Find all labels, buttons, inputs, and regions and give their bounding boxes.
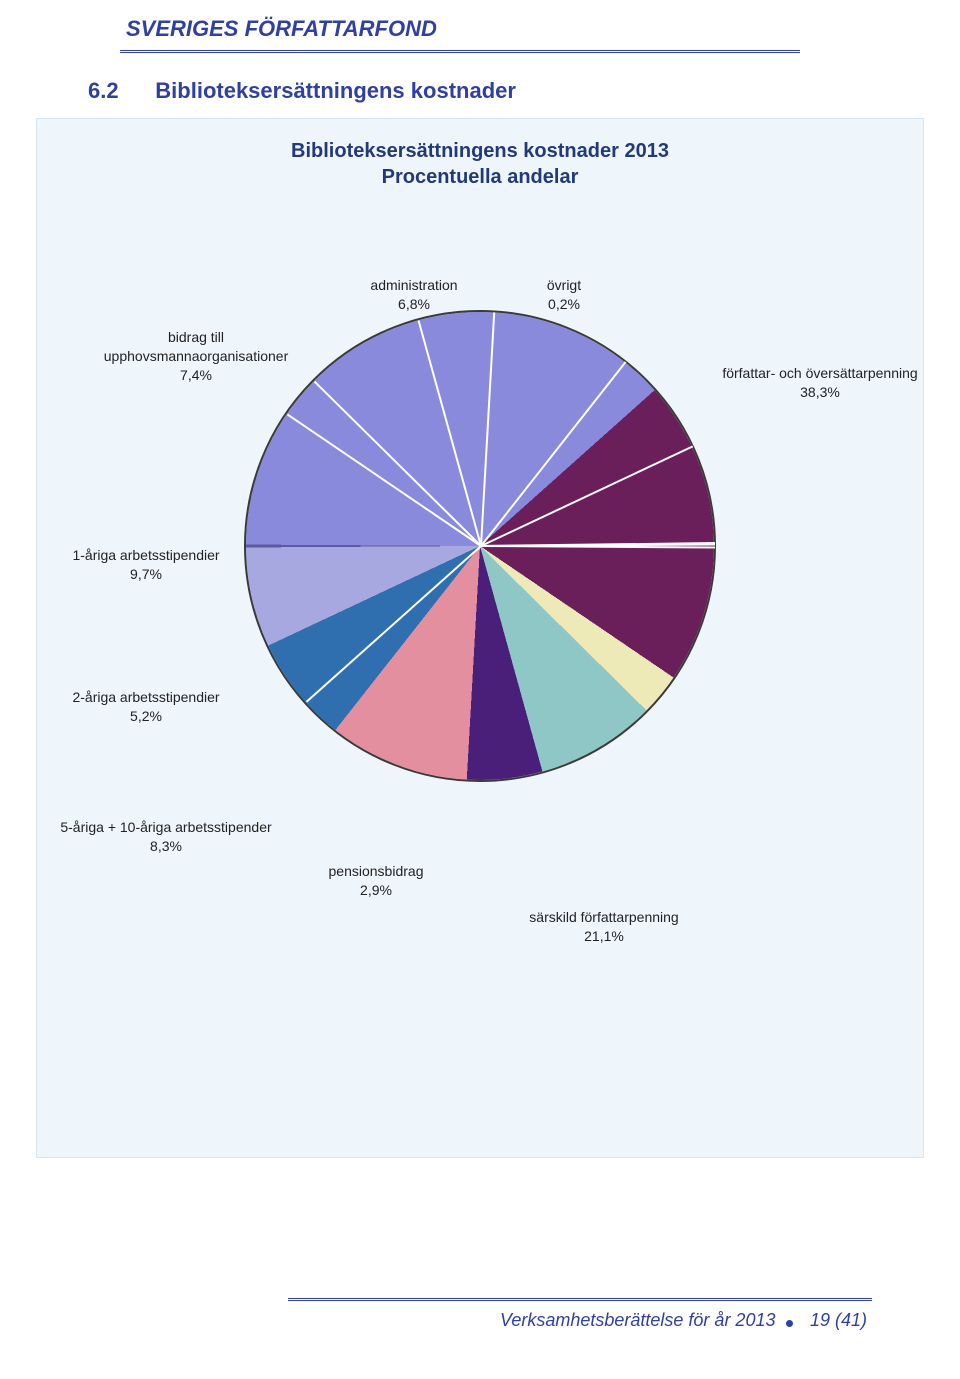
section-title-text: Biblioteksersättningens kostnader bbox=[155, 78, 516, 103]
footer-bullet-icon bbox=[786, 1320, 793, 1327]
footer-rule-2 bbox=[288, 1300, 872, 1301]
label-ett: 1-åriga arbetsstipendier9,7% bbox=[36, 546, 256, 584]
chart-title-line2: Procentuella andelar bbox=[36, 166, 924, 189]
label-fem10: 5-åriga + 10-åriga arbetsstipender8,3% bbox=[36, 818, 296, 856]
header-rule-1 bbox=[120, 50, 800, 51]
footer-page-num: 19 (41) bbox=[810, 1310, 867, 1331]
label-sarskild: särskild författarpenning21,1% bbox=[484, 908, 724, 946]
label-admin: administration6,8% bbox=[334, 276, 494, 314]
section-number: 6.2 bbox=[88, 78, 119, 103]
label-forfattar: författar- och översättarpenning38,3% bbox=[704, 364, 936, 402]
chart-title-line1: Biblioteksersättningens kostnader 2013 bbox=[36, 140, 924, 163]
label-bidrag: bidrag tillupphovsmannaorganisationer7,4… bbox=[76, 328, 316, 385]
label-pension: pensionsbidrag2,9% bbox=[296, 862, 456, 900]
label-ovrigt: övrigt0,2% bbox=[504, 276, 624, 314]
footer-rule-1 bbox=[288, 1298, 872, 1299]
section-heading: 6.2 Biblioteksersättningens kostnader bbox=[88, 78, 516, 104]
page: SVERIGES FÖRFATTARFOND 6.2 Biblioteksers… bbox=[0, 0, 960, 1379]
header-rule-2 bbox=[120, 52, 800, 53]
footer-doc-title: Verksamhetsberättelse för år 2013 bbox=[500, 1310, 775, 1331]
label-tva: 2-åriga arbetsstipendier5,2% bbox=[36, 688, 256, 726]
pie-chart bbox=[246, 312, 714, 780]
chart-panel: Biblioteksersättningens kostnader 2013 P… bbox=[36, 118, 924, 1158]
org-name: SVERIGES FÖRFATTARFOND bbox=[126, 16, 437, 42]
